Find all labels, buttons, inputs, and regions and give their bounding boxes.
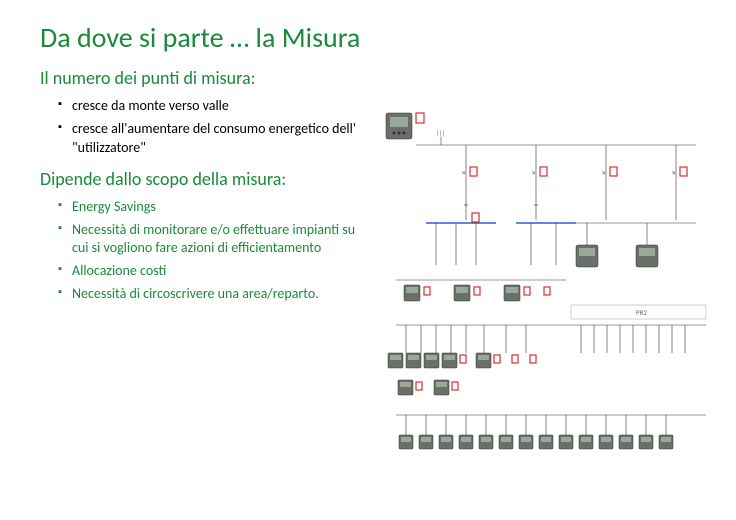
- list-item: Necessità di monitorare e/o effettuare i…: [58, 221, 360, 259]
- list-item: Energy Savings: [58, 198, 360, 217]
- meter-icon: [454, 285, 470, 301]
- meter-icon: [576, 245, 598, 267]
- meter-row: [388, 353, 536, 368]
- svg-text:×: ×: [672, 168, 676, 177]
- svg-text:×: ×: [532, 168, 536, 177]
- list-item: Allocazione costi: [58, 262, 360, 281]
- main-meter-icon: [386, 113, 412, 139]
- bullet-list-2: Energy Savings Necessità di monitorare e…: [40, 198, 360, 304]
- meter-icon: [404, 285, 420, 301]
- meter-row: [398, 380, 458, 395]
- svg-text:│││: │││: [436, 129, 445, 137]
- meter-row-bottom: [399, 435, 673, 449]
- slide-container: Da dove si parte … la Misura Il numero d…: [0, 0, 736, 520]
- slide-title: Da dove si parte … la Misura: [40, 20, 706, 55]
- list-item: cresce all'aumentare del consumo energet…: [58, 120, 360, 158]
- subtitle-1: Il numero dei punti di misura:: [40, 67, 706, 89]
- meter-icon: [504, 285, 520, 301]
- bullet-list-1: cresce da monte verso valle cresce all'a…: [40, 97, 360, 158]
- svg-text:×: ×: [602, 168, 606, 177]
- list-item: Necessità di circoscrivere una area/repa…: [58, 285, 360, 304]
- svg-text:PR2: PR2: [636, 308, 647, 317]
- list-item: cresce da monte verso valle: [58, 97, 360, 116]
- electrical-diagram: │││ × × × ×: [376, 105, 716, 485]
- svg-text:×: ×: [462, 168, 466, 177]
- meter-icon: [636, 245, 658, 267]
